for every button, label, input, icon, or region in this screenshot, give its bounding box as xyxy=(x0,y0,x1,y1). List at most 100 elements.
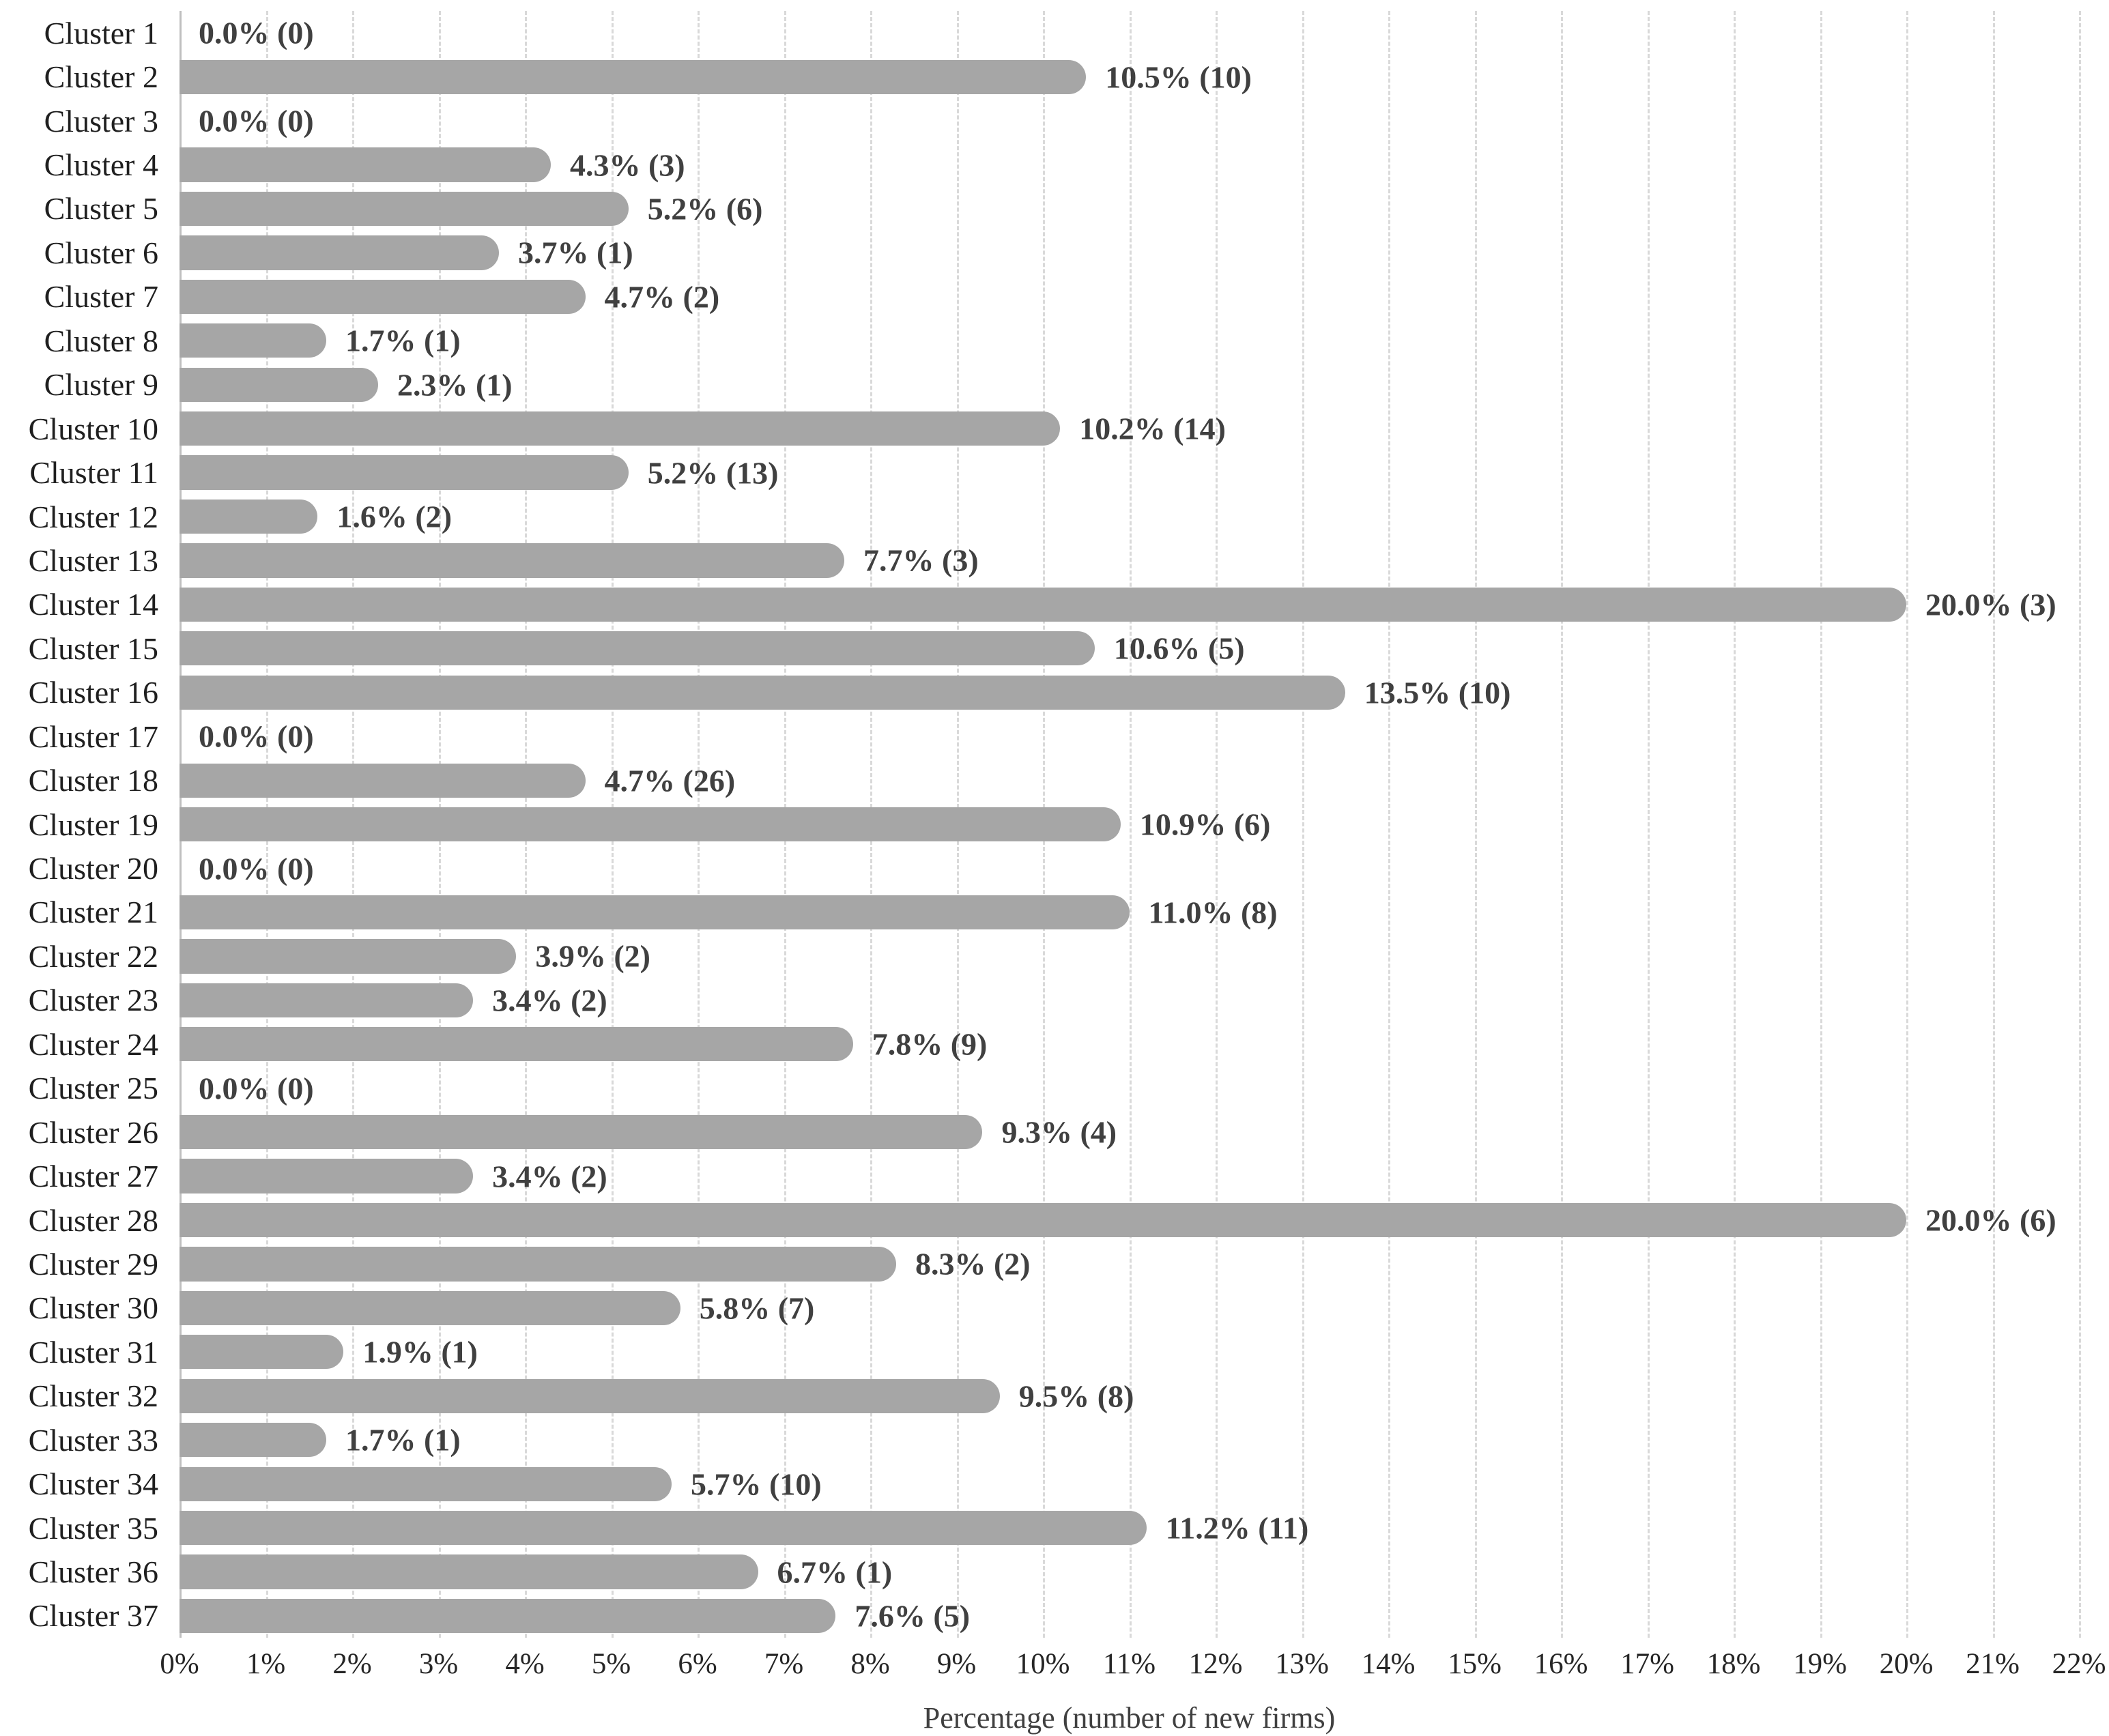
bar xyxy=(180,1598,836,1634)
gridline xyxy=(1992,11,1995,1638)
bar-row: 3.9% (2) xyxy=(180,934,2079,978)
category-label: Cluster 11 xyxy=(29,455,158,491)
category-label: Cluster 6 xyxy=(44,235,158,270)
bar xyxy=(180,1335,344,1370)
x-axis-tick-label: 2% xyxy=(332,1648,372,1680)
gridline xyxy=(2079,11,2081,1638)
bar-value-label: 4.7% (2) xyxy=(604,279,720,315)
bar-row: 10.6% (5) xyxy=(180,626,2079,670)
bar-value-label: 20.0% (6) xyxy=(1925,1202,2056,1238)
bar-row: 10.9% (6) xyxy=(180,802,2079,846)
bar-value-label: 5.7% (10) xyxy=(691,1466,822,1502)
category-label: Cluster 19 xyxy=(28,807,158,842)
bar-row: 9.3% (4) xyxy=(180,1110,2079,1154)
gridline xyxy=(1906,11,1908,1638)
x-axis-ticks: 0% 1% 2% 3% 4% 5% 6% 7% 8% 9% 10% 11% 12% 13% 14% 15% 16… xyxy=(160,1647,2106,1688)
bar-row: 8.3% (2) xyxy=(180,1242,2079,1286)
bar-value-label: 7.6% (5) xyxy=(855,1598,971,1634)
bar-row: 10.5% (10) xyxy=(180,55,2079,98)
bar xyxy=(180,411,1061,446)
bar-value-label: 3.7% (1) xyxy=(518,235,633,270)
bar-row: 1.7% (1) xyxy=(180,1418,2079,1462)
bar xyxy=(180,191,629,227)
bar xyxy=(180,939,517,974)
x-axis-tick-label: 6% xyxy=(678,1648,717,1680)
category-label: Cluster 36 xyxy=(28,1554,158,1590)
bar-row: 0.0% (0) xyxy=(180,714,2079,758)
x-axis-tick-label: 12% xyxy=(1188,1648,1243,1680)
bar-value-label: 3.9% (2) xyxy=(535,938,650,974)
x-axis-tick-label: 10% xyxy=(1016,1648,1070,1680)
bar-row: 1.6% (2) xyxy=(180,495,2079,538)
category-label: Cluster 3 xyxy=(44,103,158,139)
bar-row: 2.3% (1) xyxy=(180,363,2079,407)
category-label: Cluster 22 xyxy=(28,938,158,974)
bar xyxy=(180,675,1345,710)
bar-row: 9.5% (8) xyxy=(180,1374,2079,1418)
bar-row: 1.9% (1) xyxy=(180,1330,2079,1374)
bar-value-label: 11.2% (11) xyxy=(1165,1510,1309,1546)
bar xyxy=(180,587,1906,622)
x-axis-tick-label: 7% xyxy=(764,1648,804,1680)
plot-area: 0.0% (0) 10.5% (10) 0.0% (0) 4.3% (3) 5.2% (… xyxy=(180,11,2081,1638)
bar xyxy=(180,1247,896,1282)
bar-value-label: 7.7% (3) xyxy=(863,542,979,578)
bar-value-label: 0.0% (0) xyxy=(199,15,314,50)
x-axis-tick-label: 18% xyxy=(1706,1648,1761,1680)
bar-row: 0.0% (0) xyxy=(180,846,2079,890)
bar-value-label: 20.0% (3) xyxy=(1925,587,2056,622)
bar xyxy=(180,983,474,1017)
bar-row: 5.7% (10) xyxy=(180,1462,2079,1505)
bar xyxy=(180,59,1087,94)
category-label: Cluster 14 xyxy=(28,587,158,622)
gridline xyxy=(1302,11,1304,1638)
x-axis-tick-label: 19% xyxy=(1793,1648,1847,1680)
category-label: Cluster 17 xyxy=(28,719,158,754)
bar xyxy=(180,1423,327,1458)
bar-row: 7.7% (3) xyxy=(180,538,2079,582)
gridline xyxy=(1820,11,1822,1638)
bar-value-label: 2.3% (1) xyxy=(397,367,513,403)
x-axis-tick-label: 16% xyxy=(1534,1648,1588,1680)
category-label: Cluster 8 xyxy=(44,323,158,358)
bar-value-label: 5.2% (13) xyxy=(647,455,779,491)
category-label: Cluster 23 xyxy=(28,983,158,1018)
x-axis-tick-label: 3% xyxy=(418,1648,459,1680)
bar xyxy=(180,455,629,490)
bar-value-label: 10.5% (10) xyxy=(1105,59,1252,95)
bar-value-label: 3.4% (2) xyxy=(492,983,607,1018)
bar-value-label: 11.0% (8) xyxy=(1148,895,1278,930)
category-label: Cluster 15 xyxy=(28,631,158,666)
bar-value-label: 10.2% (14) xyxy=(1079,411,1226,446)
bar-value-label: 1.9% (1) xyxy=(362,1334,478,1370)
bar xyxy=(180,1290,680,1326)
x-axis-tick-label: 17% xyxy=(1620,1648,1674,1680)
bar-value-label: 7.8% (9) xyxy=(872,1026,988,1062)
bar xyxy=(180,147,551,182)
bar-row: 7.6% (5) xyxy=(180,1594,2079,1638)
category-label: Cluster 5 xyxy=(44,191,158,227)
bar xyxy=(180,279,586,314)
category-label: Cluster 35 xyxy=(28,1510,158,1546)
x-axis-tick-label: 13% xyxy=(1275,1648,1329,1680)
category-label: Cluster 32 xyxy=(28,1378,158,1414)
bar-value-label: 8.3% (2) xyxy=(915,1246,1031,1282)
bar xyxy=(180,1115,983,1150)
bar xyxy=(180,763,586,798)
bar xyxy=(180,543,845,578)
bar xyxy=(180,1510,1147,1546)
category-label: Cluster 33 xyxy=(28,1422,158,1458)
gridline xyxy=(1129,11,1132,1638)
bar-row: 20.0% (6) xyxy=(180,1198,2079,1242)
gridline xyxy=(1216,11,1218,1638)
x-axis-tick-label: 9% xyxy=(936,1648,977,1680)
category-label: Cluster 7 xyxy=(44,279,158,315)
bar-row: 0.0% (0) xyxy=(180,1067,2079,1110)
category-label: Cluster 37 xyxy=(28,1598,158,1634)
category-labels: Cluster 1 Cluster 2 Cluster 3 Cluster 4 Clus… xyxy=(0,11,158,1638)
bar-row: 0.0% (0) xyxy=(180,11,2079,55)
category-label: Cluster 26 xyxy=(28,1114,158,1150)
category-label: Cluster 1 xyxy=(44,15,158,50)
bar-value-label: 9.3% (4) xyxy=(1001,1114,1117,1150)
x-axis-tick-label: 15% xyxy=(1448,1648,1502,1680)
